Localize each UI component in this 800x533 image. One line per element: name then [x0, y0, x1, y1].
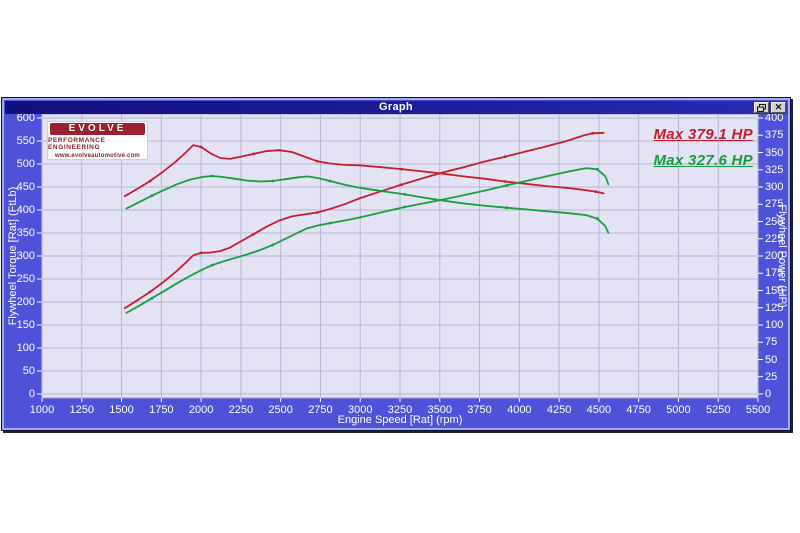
power-axis-title: Flywheel Power (HP) [776, 204, 788, 308]
legend-max-hp-green: Max 327.6 HP [653, 152, 753, 169]
rpm-axis-title: Engine Speed [Rat] (rpm) [337, 414, 463, 426]
window-titlebar[interactable]: Graph ✕ [5, 101, 787, 114]
evolve-brand-text: EVOLVE [68, 123, 127, 134]
graph-window: 0 50 100 150 200 250 300 350 400 450 500 550 600 0 25… [1, 97, 791, 431]
torque-axis-title: Flywheel Torque [Rat] (FtLb) [7, 186, 19, 326]
flywheel-power-red-curve [123, 131, 605, 310]
evolve-logo-banner: EVOLVE [50, 123, 145, 135]
close-icon: ✕ [774, 102, 783, 112]
window-title: Graph [379, 101, 413, 113]
legend-max-hp-red: Max 379.1 HP [653, 126, 753, 143]
logo-tagline: PERFORMANCE ENGINEERING [48, 137, 106, 151]
restore-icon [757, 103, 766, 112]
logo-website: www.evolveautomotive.com [55, 153, 140, 159]
evolve-logo: EVOLVE PERFORMANCE ENGINEERING www.evolv… [47, 121, 148, 160]
dyno-chart [37, 113, 763, 402]
close-button[interactable]: ✕ [771, 102, 786, 113]
max-power-legend: Max 379.1 HP Max 327.6 HP [654, 122, 754, 174]
restore-button[interactable] [754, 102, 769, 113]
